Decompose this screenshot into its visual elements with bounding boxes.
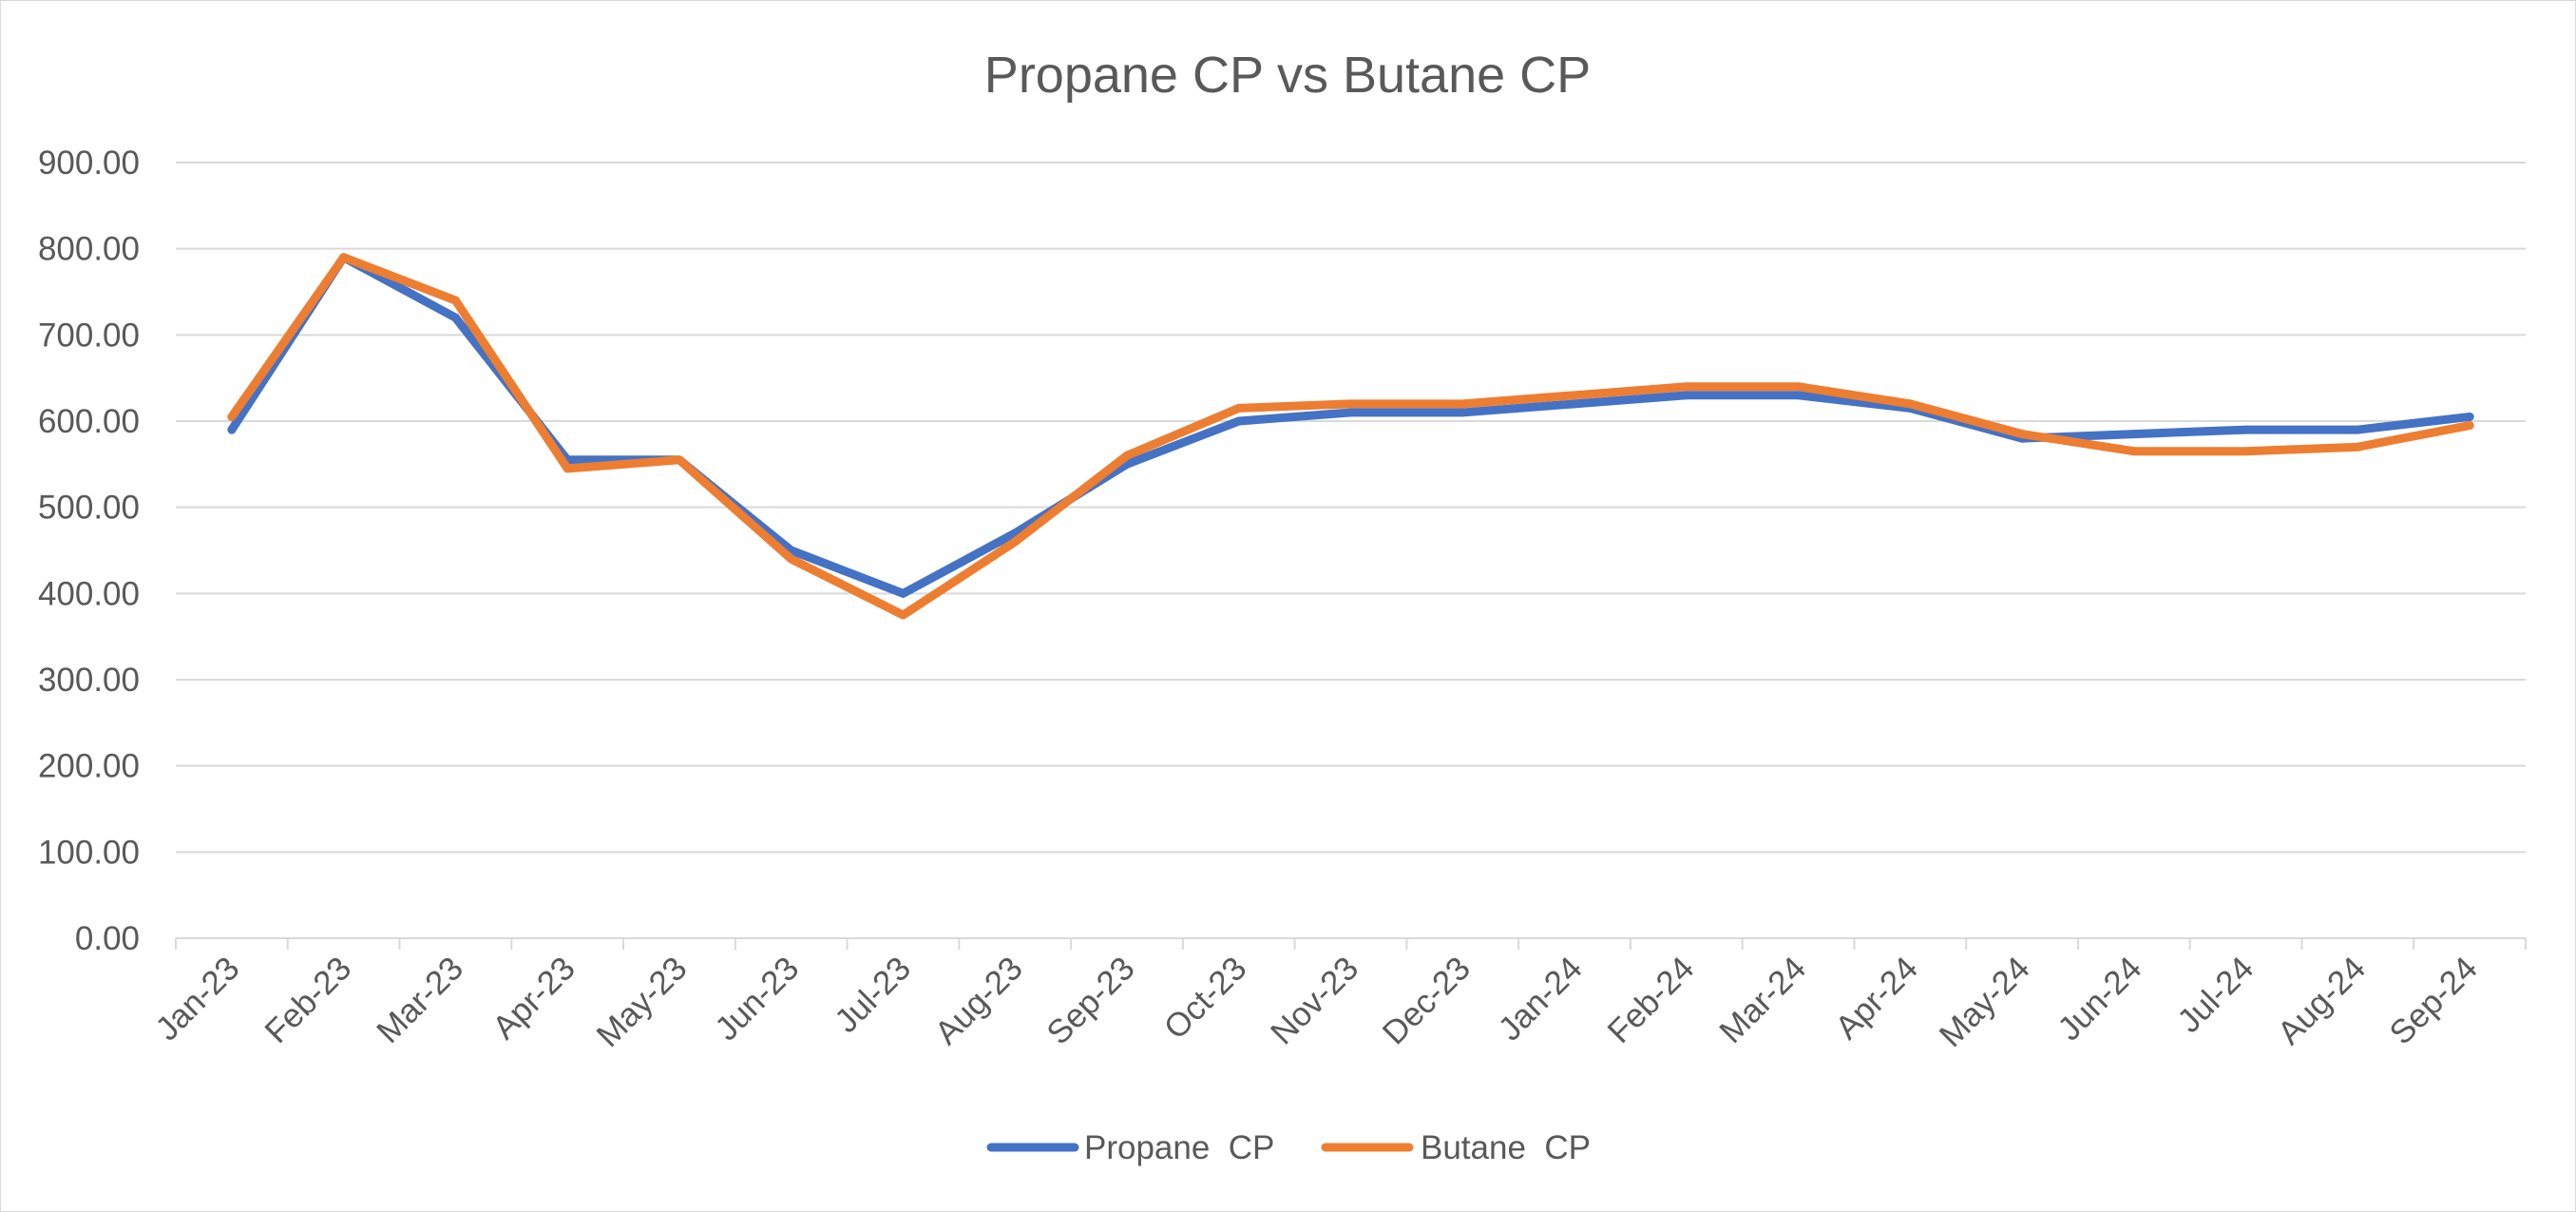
data-point	[787, 554, 796, 564]
x-tick-label: May-24	[1933, 950, 2037, 1054]
x-tick-label: Aug-24	[2271, 950, 2373, 1051]
x-tick-label: Feb-23	[258, 950, 358, 1050]
series-butane	[227, 253, 2474, 620]
x-tick-label: Jul-23	[828, 950, 918, 1040]
data-point	[2242, 425, 2251, 434]
data-point	[675, 455, 684, 465]
x-tick-label: Jan-23	[148, 950, 246, 1048]
x-tick-label: Jan-24	[1491, 950, 1589, 1048]
data-point	[2353, 425, 2362, 434]
data-point	[563, 464, 572, 473]
data-point	[227, 425, 237, 434]
data-point	[1794, 391, 1803, 400]
x-tick-label: Oct-23	[1157, 950, 1254, 1047]
y-tick-label: 900.00	[38, 144, 140, 182]
data-point	[1122, 451, 1132, 460]
data-point	[227, 412, 237, 421]
x-tick-label: Apr-24	[1828, 950, 1925, 1047]
data-point	[450, 296, 460, 305]
data-point	[1905, 399, 1915, 409]
data-point	[1682, 382, 1691, 392]
data-point	[2465, 412, 2474, 421]
series-propane	[227, 253, 2474, 598]
y-tick-label: 0.00	[75, 920, 140, 957]
data-point	[898, 588, 907, 598]
legend-label: Butane CP	[1421, 1129, 1591, 1166]
data-point	[1458, 399, 1467, 409]
x-tick-label: Mar-24	[1712, 950, 1813, 1050]
x-tick-label: Feb-24	[1600, 950, 1701, 1050]
x-tick-label: Sep-24	[2382, 950, 2484, 1051]
data-point	[2129, 447, 2139, 456]
data-point	[1570, 399, 1579, 409]
chart-title: Propane CP vs Butane CP	[984, 47, 1591, 104]
series-lines	[227, 253, 2474, 620]
x-tick-label: Apr-23	[486, 950, 582, 1047]
x-tick-label: Jun-23	[708, 950, 806, 1048]
data-point	[1234, 416, 1244, 426]
y-tick-label: 400.00	[38, 575, 140, 612]
x-tick-label: Nov-23	[1264, 950, 1365, 1051]
data-point	[1346, 408, 1355, 417]
data-point	[1570, 391, 1579, 400]
x-tick-label: Jun-24	[2051, 950, 2148, 1048]
x-tick-label: May-23	[589, 950, 694, 1054]
data-point	[450, 313, 460, 322]
y-tick-label: 700.00	[38, 317, 140, 354]
x-tick-label: Jul-24	[2170, 950, 2261, 1040]
data-point	[2353, 442, 2362, 452]
x-tick-label: Sep-23	[1040, 950, 1141, 1051]
data-point	[2017, 430, 2027, 439]
data-point	[2129, 430, 2139, 439]
y-tick-label: 200.00	[38, 748, 140, 785]
data-point	[2465, 421, 2474, 431]
x-tick-label: Dec-23	[1376, 950, 1478, 1051]
legend: Propane CP Butane CP	[986, 1129, 1591, 1166]
y-tick-label: 300.00	[38, 662, 140, 699]
x-axis-tick-labels: Jan-23 Feb-23 Mar-23 Apr-23 May-23 Jun-23 Jul-…	[148, 950, 2484, 1054]
x-axis	[175, 937, 2527, 950]
y-tick-label: 600.00	[38, 403, 140, 440]
data-point	[339, 253, 349, 262]
data-point	[2242, 447, 2251, 456]
data-point	[1010, 537, 1020, 547]
legend-label: Propane CP	[1084, 1129, 1274, 1166]
y-tick-label: 500.00	[38, 490, 140, 527]
data-point	[1458, 408, 1467, 417]
x-tick-label: Aug-23	[927, 950, 1029, 1051]
data-point	[1346, 399, 1355, 409]
data-point	[898, 610, 907, 620]
series-line	[227, 253, 2474, 598]
data-point	[1794, 382, 1803, 392]
x-tick-label: Mar-23	[370, 950, 470, 1050]
y-tick-label: 800.00	[38, 231, 140, 268]
y-tick-label: 100.00	[38, 834, 140, 871]
data-point	[1234, 403, 1244, 413]
gridlines	[176, 162, 2526, 854]
y-axis-tick-labels: 0.00 100.00 200.00 300.00 400.00 500.00 600.00…	[38, 144, 140, 957]
data-point	[1682, 391, 1691, 400]
